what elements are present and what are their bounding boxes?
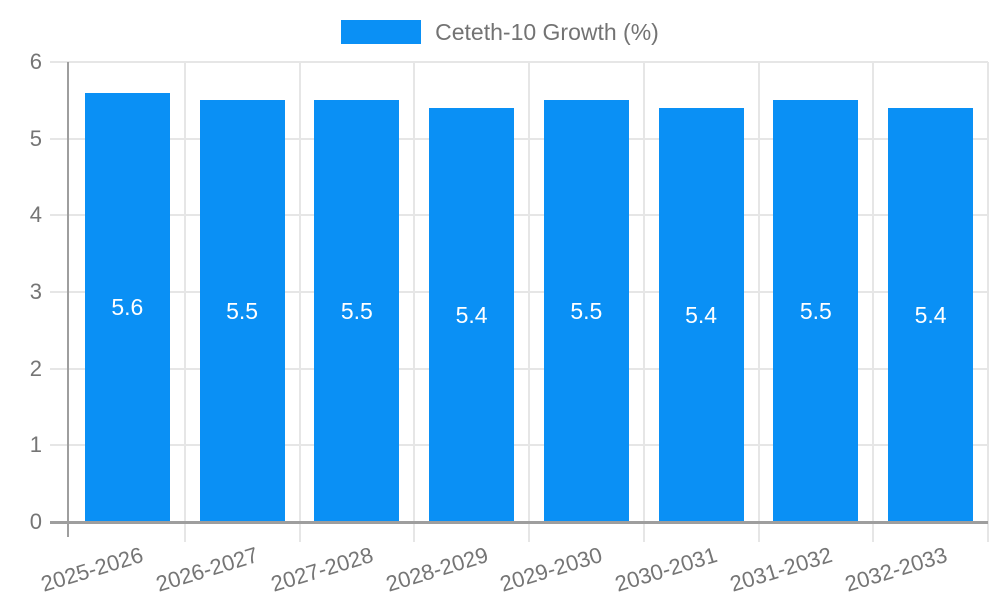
bar: 5.4 <box>658 108 744 522</box>
y-tick-label: 1 <box>29 432 42 458</box>
y-tick-label: 2 <box>29 355 42 381</box>
bar-value-label: 5.4 <box>914 301 947 328</box>
x-gridline <box>987 62 989 542</box>
bar-value-label: 5.4 <box>685 301 718 328</box>
bar: 5.5 <box>543 100 629 522</box>
bar: 5.4 <box>888 108 974 522</box>
y-tick-label: 4 <box>29 202 42 228</box>
y-gridline <box>50 444 988 447</box>
chart-legend: Ceteth-10 Growth (%) <box>0 18 1000 46</box>
bar: 5.5 <box>773 100 859 522</box>
y-tick-label: 0 <box>29 509 42 534</box>
bar-value-label: 5.5 <box>226 297 259 324</box>
bar: 5.4 <box>429 108 515 522</box>
x-gridline <box>528 62 530 542</box>
bar-value-label: 5.5 <box>570 297 603 324</box>
y-gridline <box>50 367 988 370</box>
bar-value-label: 5.4 <box>455 301 488 328</box>
y-tick-label: 6 <box>29 49 42 74</box>
y-axis-line <box>67 62 69 537</box>
x-gridline <box>642 62 645 542</box>
x-gridline <box>413 62 416 542</box>
y-gridline <box>50 214 988 217</box>
y-tick-label: 5 <box>29 125 42 151</box>
x-axis-line <box>50 521 988 524</box>
bar-value-label: 5.5 <box>340 297 373 324</box>
x-gridline <box>872 62 875 542</box>
bar: 5.5 <box>314 100 400 522</box>
bar: 5.5 <box>199 100 285 522</box>
y-gridline <box>50 291 988 293</box>
bar-value-label: 5.6 <box>111 293 144 320</box>
y-gridline <box>50 61 988 63</box>
y-gridline <box>50 137 988 140</box>
y-tick-label: 3 <box>29 279 42 304</box>
legend-swatch <box>341 20 422 44</box>
bar: 5.6 <box>84 92 170 522</box>
x-gridline <box>298 62 301 542</box>
legend-label: Ceteth-10 Growth (%) <box>435 18 659 45</box>
x-gridline <box>183 62 186 542</box>
bar-value-label: 5.5 <box>799 297 832 324</box>
x-gridline <box>757 62 760 542</box>
